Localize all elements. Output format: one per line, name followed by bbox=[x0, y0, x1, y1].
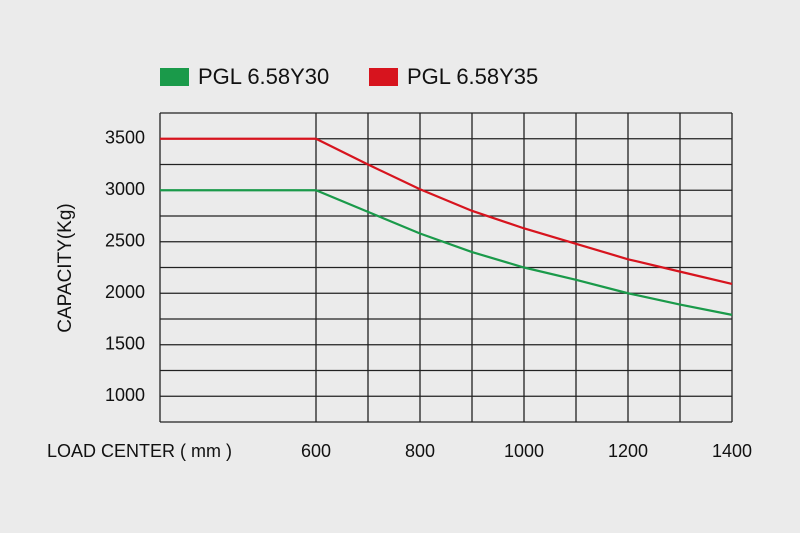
legend-swatch bbox=[369, 68, 398, 86]
y-tick-label: 1500 bbox=[105, 334, 145, 354]
x-tick-label: 1400 bbox=[712, 441, 752, 461]
y-tick-label: 3000 bbox=[105, 179, 145, 199]
y-tick-label: 2000 bbox=[105, 282, 145, 302]
x-axis-label: LOAD CENTER ( mm ) bbox=[47, 441, 232, 461]
y-tick-label: 3500 bbox=[105, 128, 145, 148]
series-line bbox=[160, 189, 733, 316]
y-tick-label: 1000 bbox=[105, 385, 145, 405]
x-tick-label: 1000 bbox=[504, 441, 544, 461]
y-tick-label: 2500 bbox=[105, 231, 145, 251]
x-tick-label: 600 bbox=[301, 441, 331, 461]
legend-swatch bbox=[160, 68, 189, 86]
legend-label: PGL 6.58Y30 bbox=[198, 64, 329, 89]
x-tick-label: 1200 bbox=[608, 441, 648, 461]
y-axis-label: CAPACITY(Kg) bbox=[55, 203, 76, 333]
legend-label: PGL 6.58Y35 bbox=[407, 64, 538, 89]
x-tick-label: 800 bbox=[405, 441, 435, 461]
series-line bbox=[160, 137, 733, 286]
